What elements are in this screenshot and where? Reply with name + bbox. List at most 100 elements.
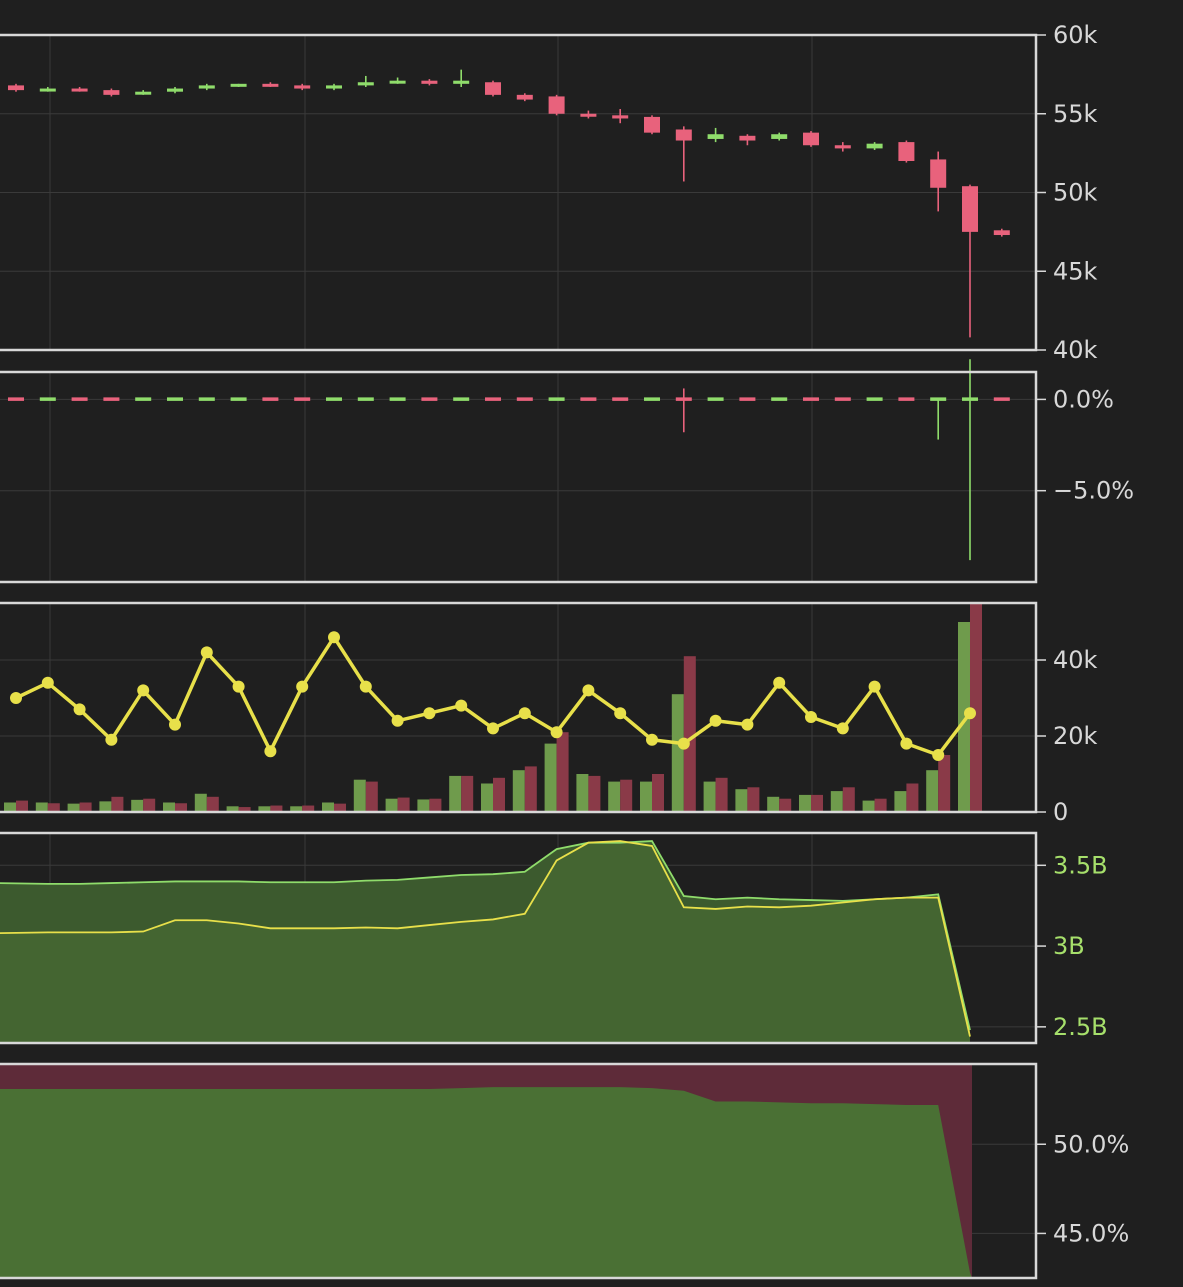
change-bar (834, 397, 851, 401)
buy-volume-bar (862, 800, 875, 812)
volume-avg-point (169, 718, 181, 731)
candle-body (803, 132, 819, 146)
change-bar (39, 397, 56, 401)
panel-frame (0, 831, 1038, 1045)
sell-volume-bar (302, 805, 315, 812)
ratio-area-green (0, 1087, 972, 1278)
buy-volume-bar (958, 622, 970, 812)
candle-body (230, 83, 247, 87)
sell-volume-bar (938, 755, 951, 812)
volume-avg-point (359, 680, 372, 693)
change-bar (71, 397, 88, 401)
candle-body (739, 135, 756, 141)
candle-body (453, 80, 470, 84)
panel-frame (0, 370, 1038, 584)
sell-volume-bar (620, 779, 633, 812)
candle-body (71, 88, 88, 92)
candle-body (771, 134, 788, 139)
change-bar (326, 397, 342, 401)
volume-avg-point (137, 684, 150, 697)
buy-volume-bar (830, 791, 843, 812)
change-bar (771, 397, 788, 401)
change-bar (898, 397, 915, 401)
change-bar (962, 397, 978, 401)
sell-volume-bar (175, 803, 187, 812)
change-bar (103, 397, 120, 401)
y-tick-label: 2.5B (1053, 1013, 1108, 1041)
y-tick-label: 50k (1053, 179, 1098, 207)
buy-volume-bar (322, 802, 334, 812)
volume-avg-point (455, 699, 468, 712)
sell-volume-bar (270, 805, 283, 812)
change-bar (230, 397, 247, 401)
y-tick-label: 40k (1053, 646, 1098, 674)
y-tick-label: 3B (1053, 932, 1085, 960)
y-tick-label: 50.0% (1053, 1130, 1129, 1158)
buy-volume-bar (799, 794, 811, 812)
sell-volume-bar (715, 777, 728, 812)
volume-avg-point (200, 646, 213, 659)
candle-body (167, 88, 183, 92)
sell-volume-bar (524, 766, 537, 812)
sell-volume-bar (461, 775, 474, 812)
buy-volume-bar (767, 796, 780, 812)
volume-avg-point (105, 733, 118, 746)
y-tick-label: 55k (1053, 100, 1098, 128)
sell-volume-bar (334, 803, 346, 812)
volume-avg-point (773, 676, 786, 689)
buy-volume-bar (576, 774, 589, 812)
y-tick-label: 45.0% (1053, 1219, 1129, 1247)
volume-avg-point (646, 733, 658, 746)
candle-body (198, 85, 215, 89)
sell-volume-bar (811, 794, 823, 812)
candle-body (930, 159, 947, 188)
buy-volume-bar (131, 799, 144, 812)
candle-body (962, 186, 978, 232)
volume-avg-point (964, 707, 976, 720)
panel-frame (0, 601, 1038, 814)
sell-volume-bar (111, 796, 124, 812)
volume-avg-point (518, 707, 531, 720)
change-bar (8, 397, 24, 401)
change-bar (198, 397, 215, 401)
volume-avg-point (41, 676, 54, 689)
liquidity-line-b (0, 840, 971, 1037)
panel-frame (0, 33, 1038, 352)
buy-volume-bar (926, 770, 939, 812)
change-bar (675, 397, 692, 401)
change-bar (421, 397, 438, 401)
y-tick-label: 45k (1053, 257, 1098, 285)
volume-avg-point (487, 722, 499, 735)
volume-avg-point (805, 711, 817, 723)
buy-volume-bar (35, 802, 48, 812)
buy-volume-bar (544, 743, 557, 812)
change-bar (262, 397, 279, 401)
change-bar (453, 397, 470, 401)
candle-body (39, 88, 56, 92)
sell-volume-bar (16, 800, 28, 812)
change-bar (644, 397, 660, 401)
sell-volume-bar (842, 787, 855, 812)
change-bar (548, 397, 565, 401)
candle-body (516, 94, 533, 100)
sell-volume-bar (970, 603, 982, 812)
candle-body (485, 82, 501, 95)
buy-volume-bar (608, 781, 621, 812)
sell-volume-bar (429, 798, 442, 812)
volume-avg-point (677, 737, 690, 750)
volume-avg-point (836, 722, 849, 735)
buy-volume-bar (385, 798, 398, 812)
candle-body (548, 96, 565, 114)
volume-avg-point (709, 714, 722, 727)
volume-avg-point (10, 692, 22, 704)
buy-volume-bar (194, 793, 207, 812)
candle-body (993, 230, 1010, 236)
volume-avg-point (264, 745, 277, 758)
candle-body (326, 85, 342, 89)
y-tick-label: 0 (1053, 798, 1068, 826)
sell-volume-bar (143, 798, 156, 812)
change-bar (135, 397, 152, 401)
sell-volume-bar (747, 787, 760, 812)
volume-avg-point (868, 680, 881, 693)
volume-avg-point (391, 714, 404, 727)
